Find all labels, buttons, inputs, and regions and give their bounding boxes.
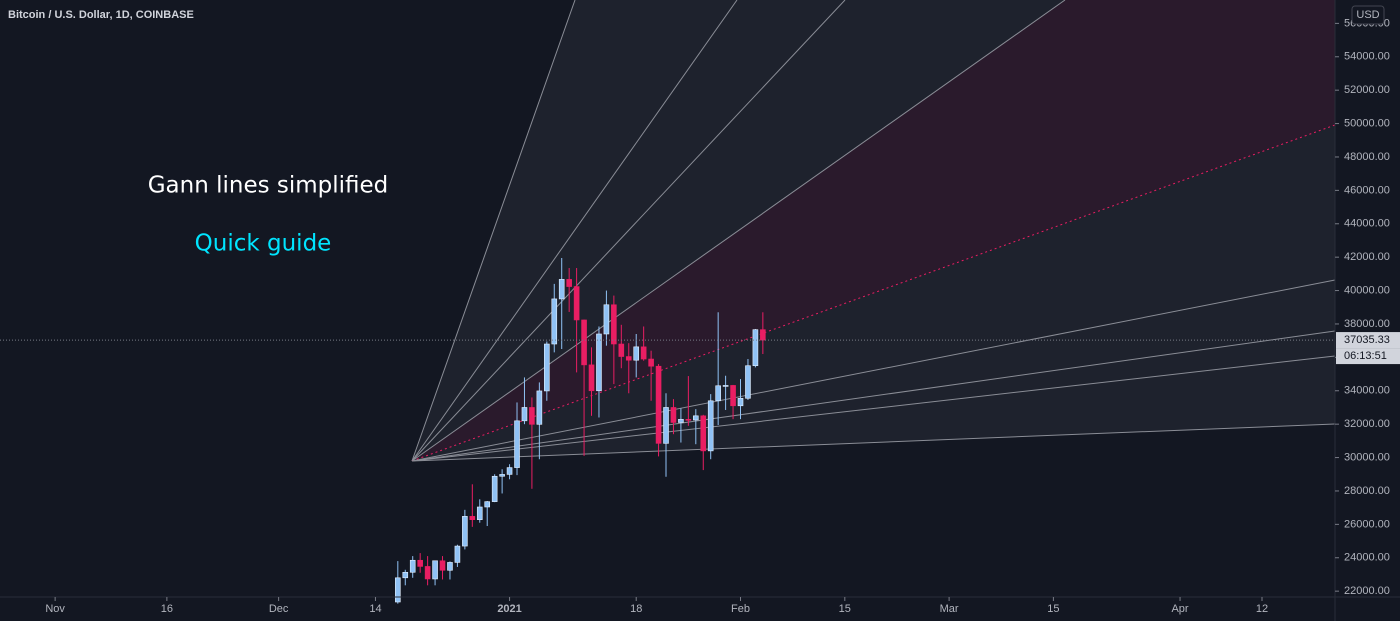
candle-body — [633, 346, 640, 361]
fan-line — [411, 0, 738, 462]
y-tick-label: 24000.00 — [1344, 552, 1390, 564]
candle-body — [745, 365, 751, 399]
candle-body — [439, 560, 446, 571]
y-tick-label: 32000.00 — [1344, 418, 1390, 430]
fan-line — [411, 330, 1336, 462]
countdown-box — [1336, 348, 1400, 365]
candle-body — [499, 474, 505, 477]
candle-body — [395, 577, 401, 603]
y-tick-label: 26000.00 — [1344, 518, 1390, 530]
fan-line — [411, 423, 1336, 462]
candle-body — [700, 415, 707, 452]
candle-body — [663, 407, 669, 444]
candle-body — [506, 467, 513, 475]
candle-body — [447, 562, 453, 571]
candle-body — [670, 407, 677, 423]
y-tick-label: 40000.00 — [1344, 284, 1390, 296]
candle-body — [409, 559, 416, 573]
candle-body — [432, 560, 438, 580]
x-tick-label: 14 — [369, 603, 381, 615]
candle-body — [588, 364, 595, 392]
x-tick-label: Mar — [940, 603, 959, 615]
candle-body — [678, 419, 684, 423]
y-tick-label: 22000.00 — [1344, 585, 1390, 597]
candle-body — [558, 279, 565, 300]
candle-body — [707, 400, 714, 452]
candle-body — [417, 559, 423, 567]
candle-body — [722, 385, 729, 387]
x-tick-label: 16 — [161, 603, 173, 615]
annotation: Quick guide — [195, 231, 332, 257]
fan-line — [411, 124, 1336, 462]
y-tick-label: 28000.00 — [1344, 485, 1390, 497]
x-tick-label: 2021 — [497, 603, 521, 615]
fan-line — [411, 355, 1336, 462]
x-tick-label: 18 — [630, 603, 642, 615]
fan-line — [411, 0, 1066, 462]
candle-body — [596, 333, 602, 392]
candle-body — [462, 516, 468, 547]
candle-body — [476, 506, 483, 520]
annotation: Gann lines simplified — [148, 173, 389, 199]
candle-body — [566, 279, 572, 287]
candle-body — [648, 358, 654, 367]
candle-body — [514, 420, 520, 468]
candle-body — [685, 419, 692, 421]
candle-body — [469, 516, 476, 520]
candle-body — [730, 385, 736, 407]
candle-body — [760, 329, 766, 341]
candle-body — [529, 407, 535, 425]
countdown-label: 06:13:51 — [1344, 350, 1387, 362]
candle-body — [715, 385, 721, 402]
gann-fan — [411, 0, 1336, 462]
y-tick-label: 50000.00 — [1344, 117, 1390, 129]
y-tick-label: 52000.00 — [1344, 84, 1390, 96]
x-tick-label: Dec — [269, 603, 289, 615]
y-tick-label: 30000.00 — [1344, 451, 1390, 463]
candle-body — [618, 343, 625, 357]
candle-body — [544, 343, 550, 392]
y-tick-label: 44000.00 — [1344, 218, 1390, 230]
candle-body — [402, 571, 409, 579]
candle-body — [752, 329, 759, 367]
y-tick-label: 46000.00 — [1344, 184, 1390, 196]
candle-body — [424, 566, 431, 580]
candle-body — [625, 356, 632, 361]
candle-body — [484, 501, 491, 508]
fan-line — [411, 279, 1336, 462]
y-tick-label: 34000.00 — [1344, 385, 1390, 397]
candle-body — [581, 319, 587, 366]
candle-body — [536, 390, 543, 425]
candle-body — [611, 304, 617, 345]
last-price-box — [1336, 332, 1400, 349]
currency-box — [1351, 5, 1385, 25]
candle-body — [603, 304, 610, 335]
chart-title: Bitcoin / U.S. Dollar, 1D, COINBASE — [8, 9, 194, 21]
candle-body — [551, 298, 558, 345]
candle-body — [737, 397, 744, 407]
x-tick-label: 15 — [1047, 603, 1059, 615]
x-tick-label: Apr — [1171, 603, 1188, 615]
candle-body — [693, 415, 699, 421]
fan-fill — [412, 0, 1335, 461]
candle-body — [640, 346, 647, 360]
x-tick-label: 12 — [1256, 603, 1268, 615]
y-tick-label: 54000.00 — [1344, 51, 1390, 63]
y-tick-label: 42000.00 — [1344, 251, 1390, 263]
fan-line — [411, 0, 576, 462]
x-tick-label: 15 — [839, 603, 851, 615]
x-tick-label: Nov — [45, 603, 65, 615]
y-tick-label: 48000.00 — [1344, 151, 1390, 163]
candle-body — [573, 286, 580, 321]
candle-body — [521, 407, 528, 422]
fan-line — [411, 0, 846, 462]
y-tick-label: 38000.00 — [1344, 318, 1390, 330]
candle-body — [655, 365, 662, 444]
x-tick-label: Feb — [731, 603, 750, 615]
candle-body — [454, 545, 461, 563]
last-price-label: 37035.33 — [1344, 334, 1390, 346]
currency-label: USD — [1356, 9, 1379, 21]
candle-body — [491, 475, 498, 502]
